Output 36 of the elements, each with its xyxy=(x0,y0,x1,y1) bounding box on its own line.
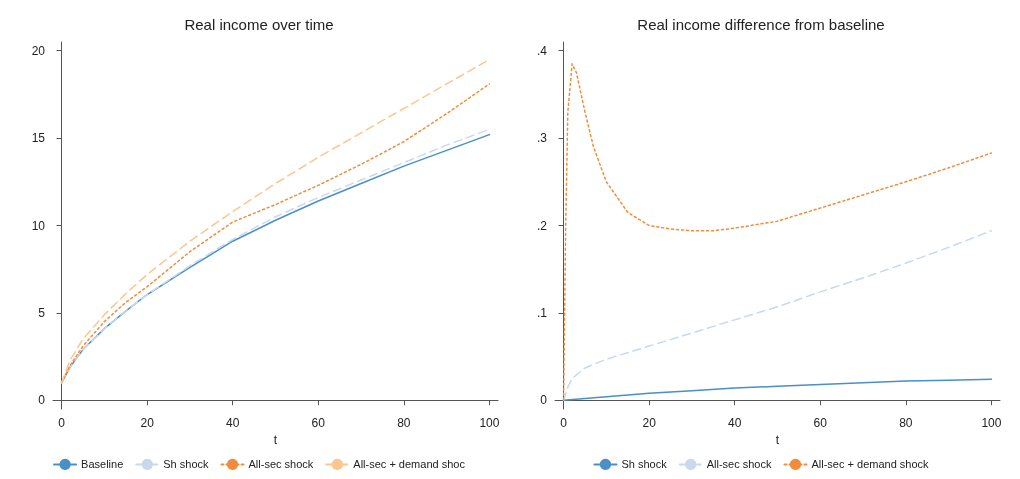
y-tick-label: 20 xyxy=(31,43,46,58)
y-tick-label: 15 xyxy=(31,131,46,146)
x-tick-label: 100 xyxy=(981,416,1002,430)
chart-title: Real income difference from baseline xyxy=(637,16,885,33)
line-series xyxy=(562,63,993,402)
y-tick-label: 5 xyxy=(38,305,46,320)
line-series xyxy=(562,378,993,402)
y-tick-label: 0 xyxy=(38,393,46,408)
line-series xyxy=(562,229,993,402)
legend-label: Baseline xyxy=(81,458,124,471)
legend-label: Sh shock xyxy=(621,458,668,471)
x-tick-label: 80 xyxy=(397,416,411,430)
legend-label: All-sec + demand shoc xyxy=(353,458,466,471)
y-tick-label: 0 xyxy=(540,393,548,408)
legend-label: Sh shock xyxy=(163,458,210,471)
legend-label: All-sec + demand shock xyxy=(811,458,930,471)
y-tick-label: .2 xyxy=(536,218,548,233)
y-tick-label: 10 xyxy=(31,218,46,233)
x-axis-title: t xyxy=(273,432,278,447)
y-tick-label: .1 xyxy=(536,305,548,320)
x-tick-label: 80 xyxy=(899,416,913,430)
x-tick-label: 40 xyxy=(728,416,742,430)
x-tick-label: 60 xyxy=(311,416,326,430)
x-tick-label: 0 xyxy=(58,416,66,430)
x-tick-label: 100 xyxy=(479,416,500,430)
y-tick-label: .4 xyxy=(536,43,548,58)
chart-title: Real income over time xyxy=(184,16,334,33)
y-tick-label: .3 xyxy=(536,131,548,146)
x-tick-label: 60 xyxy=(813,416,828,430)
x-axis-title: t xyxy=(775,432,780,447)
x-tick-label: 20 xyxy=(140,416,155,430)
legend-label: All-sec shock xyxy=(248,458,314,471)
legend-label: All-sec shock xyxy=(706,458,772,471)
x-tick-label: 20 xyxy=(642,416,657,430)
x-tick-label: 40 xyxy=(226,416,240,430)
x-tick-label: 0 xyxy=(560,416,568,430)
